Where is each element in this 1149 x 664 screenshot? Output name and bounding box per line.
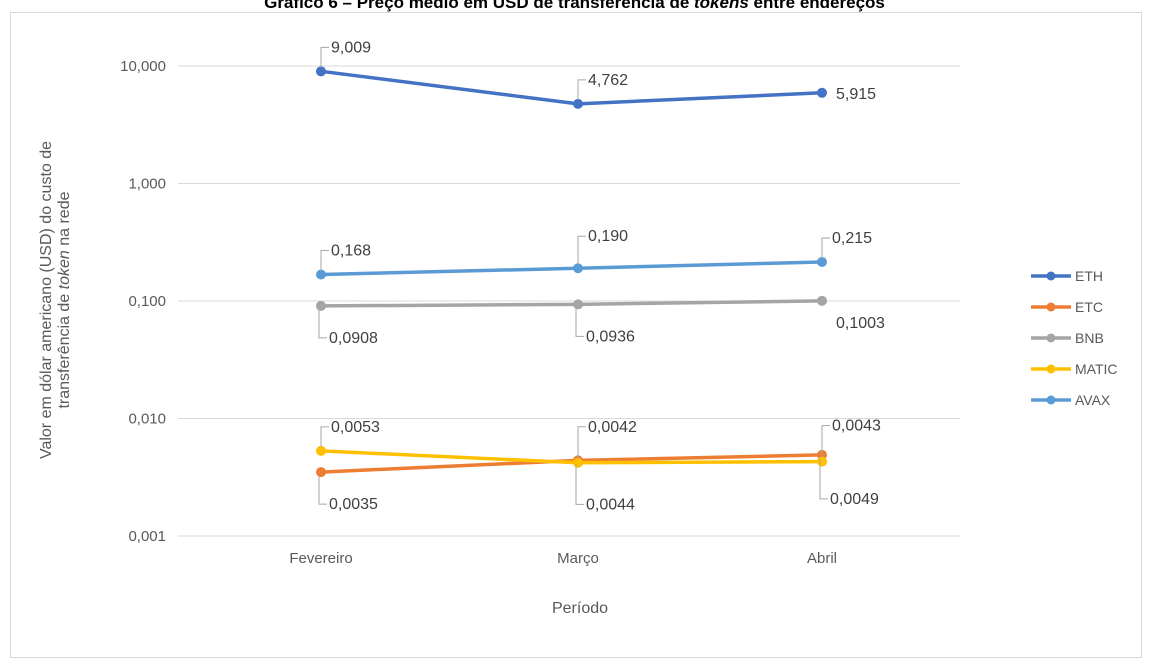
data-point-eth-1 (573, 98, 583, 109)
chart-title: Gráfico 6 – Preço médio em USD de transf… (0, 0, 1149, 17)
leader-line-bnb-0 (318, 309, 327, 339)
legend-item-matic: MATIC (1031, 361, 1118, 377)
y-axis-title-line2-prefix: transferência de (56, 289, 73, 408)
data-label-matic-2: 0,0043 (832, 418, 881, 435)
leader-line-etc-2 (819, 458, 828, 500)
x-axis-ticks: Fevereiro Março Abril (289, 550, 837, 567)
data-point-bnb-2 (817, 295, 827, 306)
data-point-etc-0 (316, 467, 326, 478)
data-point-bnb-1 (573, 299, 583, 310)
x-tick-label-0: Fevereiro (289, 550, 352, 567)
data-point-matic-2 (817, 456, 827, 467)
data-point-matic-1 (573, 457, 583, 468)
data-label-etc-1: 0,0044 (586, 496, 635, 513)
data-label-matic-0: 0,0053 (331, 419, 380, 436)
chart-title-suffix: entre endereços (748, 0, 885, 12)
y-tick-label-3: 0,010 (128, 411, 166, 428)
data-label-etc-0: 0,0035 (329, 496, 378, 513)
data-label-bnb-0: 0,0908 (329, 330, 378, 347)
y-axis-title: Valor em dólar americano (USD) do custo … (38, 141, 73, 459)
leader-line-avax-2 (821, 237, 830, 258)
data-point-eth-0 (316, 66, 326, 77)
legend-marker-bnb (1046, 333, 1056, 343)
data-label-bnb-2: 0,1003 (836, 315, 885, 332)
y-tick-label-1: 1,000 (128, 176, 166, 193)
legend: ETH ETC BNB MATIC AVAX (1031, 268, 1118, 408)
y-axis-title-line1: Valor em dólar americano (USD) do custo … (38, 141, 55, 459)
data-label-matic-1: 0,0042 (588, 419, 637, 436)
data-labels: 9,009 4,762 5,915 0,0035 0,0044 0,0049 0,0908 0… (318, 39, 885, 513)
legend-marker-avax (1046, 395, 1056, 405)
series-line-eth (319, 69, 824, 106)
legend-item-eth: ETH (1031, 268, 1103, 284)
y-axis-ticks: 10,000 1,000 0,100 0,010 0,001 (120, 58, 166, 545)
x-tick-label-1: Março (557, 550, 599, 567)
y-axis-title-line2-italic: token (56, 250, 73, 289)
data-label-avax-2: 0,215 (832, 230, 872, 247)
data-label-avax-1: 0,190 (588, 228, 628, 245)
y-axis-title-line2: transferência de token na rede (56, 191, 73, 408)
leader-line-bnb-1 (575, 308, 584, 337)
data-label-eth-2: 5,915 (836, 86, 876, 103)
data-label-avax-0: 0,168 (331, 243, 371, 260)
data-label-eth-0: 9,009 (331, 39, 371, 56)
x-tick-label-2: Abril (807, 550, 837, 567)
series-line-bnb (319, 299, 824, 308)
leader-line-avax-1 (577, 235, 586, 265)
legend-label-avax: AVAX (1075, 392, 1111, 408)
leader-line-eth-1 (577, 79, 586, 100)
legend-item-avax: AVAX (1031, 392, 1111, 408)
legend-item-bnb: BNB (1031, 330, 1104, 346)
legend-label-etc: ETC (1075, 299, 1103, 315)
x-axis-title: Período (552, 600, 608, 617)
data-point-avax-2 (817, 256, 827, 267)
leader-line-avax-0 (320, 250, 329, 271)
legend-marker-matic (1046, 364, 1056, 374)
y-tick-label-2: 0,100 (128, 293, 166, 310)
legend-label-matic: MATIC (1075, 361, 1118, 377)
gridlines (178, 65, 960, 537)
leader-line-etc-0 (318, 476, 327, 505)
y-tick-label-4: 0,001 (128, 528, 166, 545)
data-point-eth-2 (817, 87, 827, 98)
legend-marker-etc (1046, 302, 1056, 312)
leader-line-matic-2 (821, 425, 830, 458)
chart-area (10, 12, 1142, 658)
y-tick-label-0: 10,000 (120, 58, 166, 75)
legend-label-bnb: BNB (1075, 330, 1104, 346)
data-point-avax-1 (573, 263, 583, 274)
series-group (316, 66, 827, 478)
legend-item-etc: ETC (1031, 299, 1103, 315)
series-line-avax (319, 260, 824, 277)
chart-title-prefix: Gráfico 6 – Preço médio em USD de transf… (264, 0, 695, 12)
data-label-etc-2: 0,0049 (830, 491, 879, 508)
leader-line-matic-1 (577, 426, 586, 459)
data-label-bnb-1: 0,0936 (586, 328, 635, 345)
y-axis-title-line2-suffix: na rede (56, 191, 73, 250)
chart-title-italic: tokens (694, 0, 749, 12)
data-point-avax-0 (316, 269, 326, 280)
data-point-matic-0 (316, 445, 326, 456)
legend-marker-eth (1046, 271, 1056, 281)
leader-line-matic-0 (320, 426, 329, 447)
legend-label-eth: ETH (1075, 268, 1103, 284)
data-label-eth-1: 4,762 (588, 72, 628, 89)
data-point-bnb-0 (316, 300, 326, 311)
leader-line-eth-0 (320, 46, 329, 68)
leader-line-etc-1 (575, 464, 584, 505)
